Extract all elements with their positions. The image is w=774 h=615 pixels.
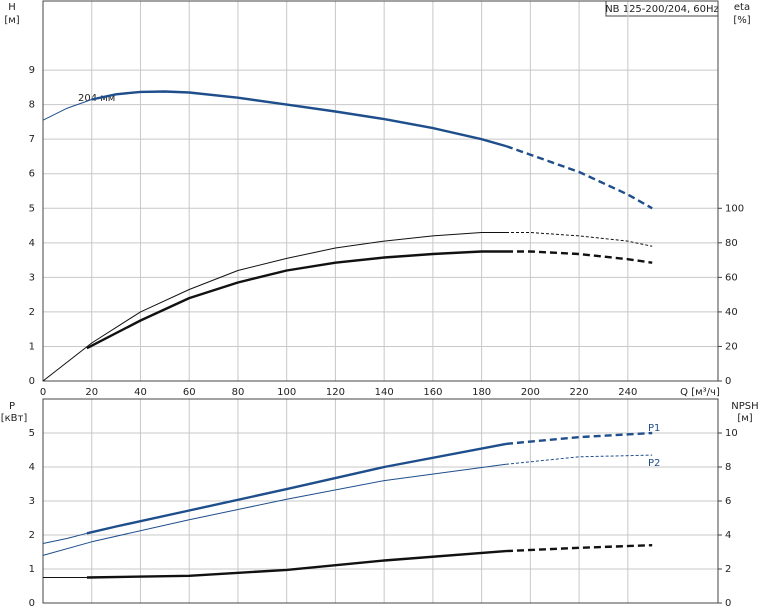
y2-tick-label: 6 [725, 496, 731, 507]
y-tick-label: 6 [29, 169, 35, 180]
plot-frame [42, 0, 719, 382]
y2-axis-unit: [%] [733, 15, 750, 26]
plot-frame [42, 398, 719, 604]
y2-tick-label: 80 [725, 238, 738, 249]
y-tick-label: 0 [29, 376, 35, 387]
curve-label: P2 [648, 458, 660, 469]
curve [506, 250, 653, 264]
y2-tick-label: 20 [725, 341, 738, 352]
y-tick-label: 2 [29, 307, 35, 318]
x-tick-label: 160 [423, 387, 442, 398]
curve [42, 532, 88, 544]
y2-axis-unit: [м] [737, 413, 752, 424]
curve [86, 250, 506, 350]
y-tick-label: 3 [29, 272, 35, 283]
y-tick-label: 0 [29, 598, 35, 609]
x-tick-label: 120 [326, 387, 345, 398]
x-tick-label: 80 [232, 387, 245, 398]
curve [505, 454, 653, 465]
curve [505, 544, 653, 553]
y-axis-label: P [9, 401, 15, 412]
x-tick-label: 40 [134, 387, 147, 398]
y-tick-label: 8 [29, 100, 35, 111]
y-tick-label: 4 [29, 238, 35, 249]
curve-label: P1 [648, 423, 660, 434]
curve [86, 442, 507, 535]
curve [42, 232, 506, 382]
chart-title: NB 125-200/204, 60Hz [605, 4, 719, 15]
y-tick-label: 5 [29, 428, 35, 439]
y2-tick-label: 60 [725, 272, 738, 283]
x-axis-label: Q [м³/ч] [680, 387, 720, 398]
curve [505, 144, 653, 210]
y2-tick-label: 0 [725, 598, 731, 609]
y2-tick-label: 10 [725, 428, 738, 439]
y-tick-label: 9 [29, 65, 35, 76]
x-tick-label: 100 [277, 387, 296, 398]
x-tick-label: 60 [183, 387, 196, 398]
y-tick-label: 7 [29, 134, 35, 145]
curve [42, 463, 507, 556]
x-tick-label: 220 [570, 387, 589, 398]
y2-tick-label: 100 [725, 203, 744, 214]
y2-tick-label: 0 [725, 376, 731, 387]
curve [505, 431, 653, 446]
y-tick-label: 1 [29, 341, 35, 352]
curve [86, 549, 507, 579]
x-tick-label: 240 [618, 387, 637, 398]
y-axis-label: H [8, 2, 16, 13]
y2-tick-label: 8 [725, 462, 731, 473]
x-tick-label: 20 [85, 387, 98, 398]
x-tick-label: 0 [40, 387, 46, 398]
y-axis-unit: [кВт] [1, 413, 28, 424]
x-tick-label: 180 [472, 387, 491, 398]
y-tick-label: 3 [29, 496, 35, 507]
x-tick-label: 140 [375, 387, 394, 398]
y-tick-label: 5 [29, 203, 35, 214]
y2-axis-label: NPSH [731, 401, 758, 412]
y2-tick-label: 2 [725, 564, 731, 575]
y-tick-label: 1 [29, 564, 35, 575]
curve [506, 232, 653, 247]
y2-tick-label: 4 [725, 530, 731, 541]
curve [91, 90, 507, 148]
y-tick-label: 2 [29, 530, 35, 541]
y-axis-unit: [м] [4, 15, 19, 26]
y-tick-label: 4 [29, 462, 35, 473]
x-tick-label: 200 [521, 387, 540, 398]
y2-axis-label: eta [734, 2, 750, 13]
y2-tick-label: 40 [725, 307, 738, 318]
